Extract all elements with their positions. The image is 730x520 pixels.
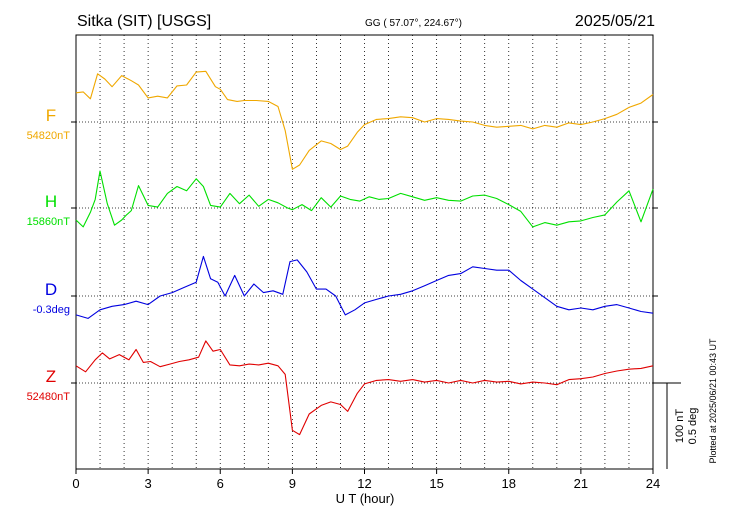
baseline-value-h: 15860nT [27, 216, 71, 228]
x-axis-ticks: 0 3 6 9 12 15 18 21 24 [72, 469, 660, 491]
component-name-d: D [45, 280, 57, 299]
x-axis-label: U T (hour) [336, 491, 395, 506]
x-tick-label-6: 6 [217, 476, 224, 491]
x-tick-label-15: 15 [429, 476, 443, 491]
x-tick-label-24: 24 [646, 476, 660, 491]
scale-nt-label: 100 nT [674, 409, 686, 444]
x-tick-label-3: 3 [145, 476, 152, 491]
date-label: 2025/05/21 [575, 13, 655, 30]
coordinates-label: GG ( 57.07°, 224.67°) [365, 18, 462, 29]
component-traces [75, 70, 654, 436]
x-tick-label-0: 0 [72, 476, 79, 491]
trace-d [75, 255, 654, 319]
trace-f [75, 70, 654, 170]
hour-grid [99, 35, 630, 469]
component-name-z: Z [46, 367, 56, 386]
station-title: Sitka (SIT) [USGS] [77, 13, 211, 30]
trace-h [75, 170, 654, 228]
component-name-h: H [45, 192, 57, 211]
component-name-f: F [46, 106, 56, 125]
plotted-timestamp: Plotted at 2025/06/21 00:43 UT [708, 338, 718, 464]
x-tick-label-9: 9 [289, 476, 296, 491]
scale-deg-label: 0.5 deg [687, 408, 699, 445]
baseline-value-d: -0.3deg [33, 304, 70, 316]
x-tick-label-21: 21 [574, 476, 588, 491]
component-labels: F 54820nT H 15860nT D -0.3deg Z 52480nT [27, 106, 71, 403]
baseline-value-z: 52480nT [27, 391, 71, 403]
component-baselines [71, 121, 658, 384]
x-tick-label-12: 12 [357, 476, 371, 491]
baseline-value-f: 54820nT [27, 130, 71, 142]
trace-z [75, 340, 654, 436]
x-tick-label-18: 18 [502, 476, 516, 491]
